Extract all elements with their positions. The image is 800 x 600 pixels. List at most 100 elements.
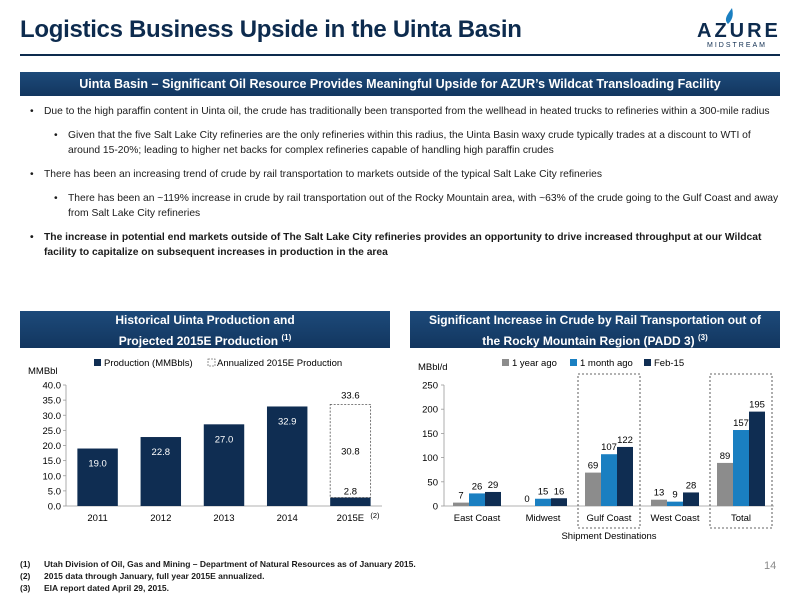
legend-swatch <box>207 358 216 367</box>
rail-bar <box>485 491 501 506</box>
chart-header-production: Historical Uinta Production and Projecte… <box>20 311 390 348</box>
x-tick-label: 2012 <box>150 513 171 524</box>
y-tick-label: 50 <box>427 477 438 488</box>
footnote-ref: (1) <box>281 333 292 342</box>
footnote-ref: (3) <box>698 333 708 342</box>
x-tick-label: West Coast <box>651 513 700 524</box>
data-label: 9 <box>672 490 677 501</box>
bullet-text: The increase in potential end markets ou… <box>44 232 762 258</box>
x-tick-label: East Coast <box>454 513 501 524</box>
bullet-text: There has been an ~119% increase in crud… <box>68 193 779 219</box>
rail-bar <box>585 472 601 506</box>
logo-wordmark: AZURE <box>697 20 781 42</box>
x-tick-label: Midwest <box>526 513 561 524</box>
total-label: 33.6 <box>341 390 360 401</box>
footnote-text: 2015 data through January, full year 201… <box>44 571 265 581</box>
data-label: 107 <box>601 442 617 453</box>
y-tick-label: 250 <box>422 381 438 392</box>
bullet-dot-icon: • <box>30 232 34 243</box>
footnotes: (1) Utah Division of Oil, Gas and Mining … <box>20 558 416 594</box>
legend-swatch <box>644 359 651 366</box>
footnote-text: Utah Division of Oil, Gas and Mining – D… <box>44 559 416 569</box>
flame-drop-icon <box>725 8 733 24</box>
data-label: 15 <box>538 487 549 498</box>
data-label: 195 <box>749 400 765 411</box>
logo-subtitle: MIDSTREAM <box>707 42 767 49</box>
legend-label: 1 month ago <box>580 358 633 369</box>
data-label: 22.8 <box>152 447 171 458</box>
footnote: (3) EIA report dated April 29, 2015. <box>20 582 416 594</box>
data-label: 13 <box>654 488 665 499</box>
rail-transport-bar-chart: MBbl/d 1 year ago 1 month ago Feb-15 0 50 100 1… <box>418 358 774 542</box>
y-axis-label: MMBbl <box>28 366 58 377</box>
production-bar <box>140 437 182 506</box>
footnote-number: (2) <box>20 571 31 581</box>
x-tick-label: 2011 <box>87 513 107 524</box>
data-label: 7 <box>458 491 463 502</box>
data-label: 19.0 <box>88 459 107 470</box>
annualized-bar <box>329 403 372 498</box>
x-tick-label: 2014 <box>277 513 298 524</box>
bullet-list: • Due to the high paraffin content in Uin… <box>30 104 780 269</box>
legend-swatch <box>502 359 509 366</box>
rail-bar <box>651 499 667 506</box>
page-title: Logistics Business Upside in the Uinta B… <box>20 16 522 43</box>
y-tick-label: 20.0 <box>43 441 62 452</box>
y-tick-label: 15.0 <box>43 456 62 467</box>
rail-bar <box>535 498 551 506</box>
bullet-dot-icon: • <box>30 169 34 180</box>
y-axis-label: MBbl/d <box>418 362 448 373</box>
y-tick-label: 200 <box>422 405 438 416</box>
chart-header-line: Projected 2015E Production <box>118 334 279 348</box>
legend-label: Production (MMBbls) <box>104 358 193 369</box>
title-divider <box>20 54 780 56</box>
rail-bar <box>469 493 485 506</box>
data-label: 32.9 <box>278 416 297 427</box>
y-tick-label: 100 <box>422 453 438 464</box>
production-bar <box>266 406 308 506</box>
rail-bar <box>749 411 765 506</box>
rail-bar <box>453 502 469 506</box>
bullet-item: • There has been an ~119% increase in cru… <box>54 191 780 221</box>
bullet-item: • The increase in potential end markets o… <box>30 230 780 260</box>
data-label: 69 <box>588 461 599 472</box>
footnote: (2) 2015 data through January, full year … <box>20 570 416 582</box>
y-tick-label: 25.0 <box>43 426 62 437</box>
x-tick-label: 2013 <box>213 513 234 524</box>
production-bar-chart: MMBbl Production (MMBbls) Annualized 2015E… <box>28 358 382 524</box>
rail-bar <box>551 498 567 506</box>
rail-bar <box>667 501 683 506</box>
data-label: 30.8 <box>341 446 360 457</box>
page-number: 14 <box>764 560 777 572</box>
x-tick-label: Total <box>731 513 751 524</box>
rail-bar <box>617 446 633 506</box>
x-tick-label: Gulf Coast <box>587 513 632 524</box>
data-label: 89 <box>720 451 731 462</box>
chart-header-line: the Rocky Mountain Region (PADD 3) <box>482 334 695 348</box>
data-label: 29 <box>488 480 499 491</box>
y-tick-label: 0 <box>433 502 438 513</box>
bullet-text: Due to the high paraffin content in Uint… <box>44 106 770 117</box>
data-label: 26 <box>472 481 483 492</box>
y-tick-label: 10.0 <box>43 471 62 482</box>
chart-header-rail: Significant Increase in Crude by Rail Tr… <box>410 311 780 348</box>
data-label: 122 <box>617 435 633 446</box>
bullet-text: Given that the five Salt Lake City refin… <box>68 130 751 156</box>
data-label: 27.0 <box>215 434 234 445</box>
chart-header-line: Significant Increase in Crude by Rail Tr… <box>428 313 762 327</box>
y-tick-label: 35.0 <box>43 396 62 407</box>
data-label: 28 <box>686 480 697 491</box>
bullet-dot-icon: • <box>54 193 58 204</box>
data-label: 2.8 <box>344 487 357 498</box>
bullet-dot-icon: • <box>30 106 34 117</box>
rail-bar <box>683 492 699 506</box>
bullet-item: • There has been an increasing trend of c… <box>30 167 780 182</box>
bullet-item: • Given that the five Salt Lake City refi… <box>54 128 780 158</box>
section-banner-uinta: Uinta Basin – Significant Oil Resource P… <box>20 72 780 96</box>
chart-header-line: Historical Uinta Production and <box>115 313 295 327</box>
footnote: (1) Utah Division of Oil, Gas and Mining … <box>20 558 416 570</box>
data-label: 0 <box>524 494 529 505</box>
rail-bar <box>601 454 617 506</box>
x-tick-label: 2015E <box>337 513 364 524</box>
production-bar <box>330 497 371 506</box>
